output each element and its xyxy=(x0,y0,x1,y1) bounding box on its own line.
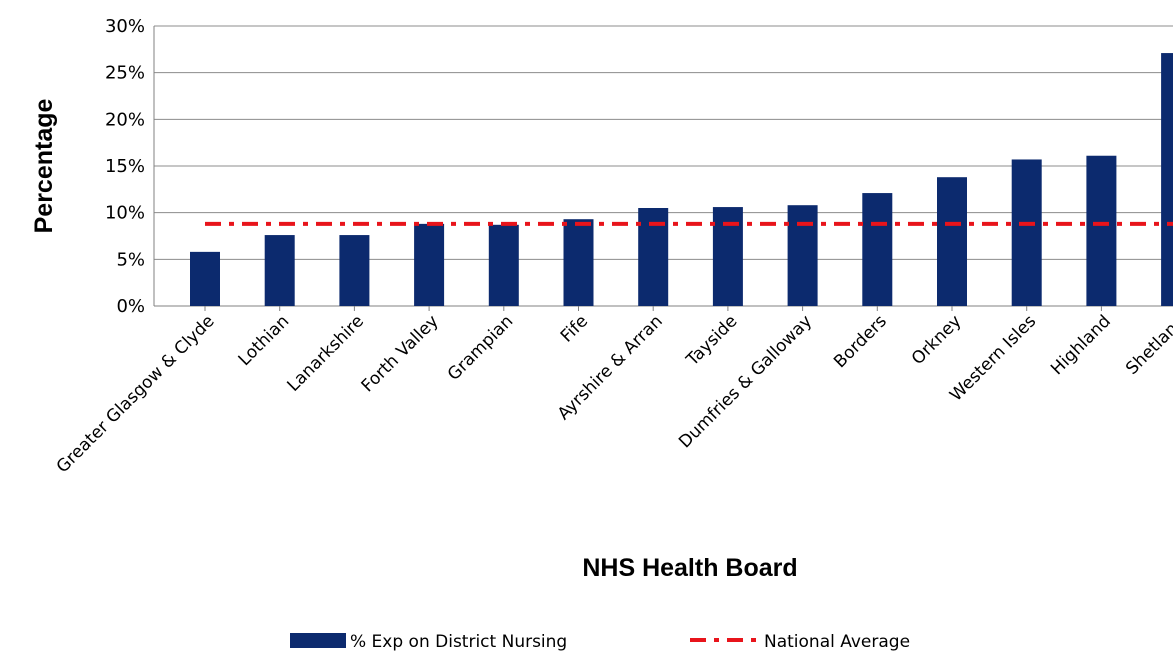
bar xyxy=(1086,155,1117,306)
legend-swatch-district-nursing xyxy=(290,633,346,648)
bar xyxy=(190,251,220,306)
legend-label-national-average: National Average xyxy=(764,632,910,652)
bar xyxy=(563,219,594,306)
x-category-label: Shetland xyxy=(1122,311,1173,378)
y-tick-label: 25% xyxy=(105,63,145,84)
x-category-label: Borders xyxy=(830,311,891,372)
x-category-label: Forth Valley xyxy=(358,311,443,396)
x-category-label: Dumfries & Galloway xyxy=(675,311,816,452)
bar xyxy=(862,193,893,306)
bar xyxy=(937,177,967,306)
y-tick-label: 30% xyxy=(105,16,145,37)
y-tick-label: 20% xyxy=(105,109,145,130)
y-axis-ticks: 0% 5% 10% 15% 20% 25% 30% xyxy=(105,16,145,317)
bar xyxy=(339,235,370,306)
x-axis-categories: Greater Glasgow & Clyde LothianLanarkshir… xyxy=(53,306,1173,477)
bar xyxy=(1161,53,1173,306)
legend: % Exp on District Nursing National Avera… xyxy=(290,632,910,652)
y-tick-label: 0% xyxy=(116,296,145,317)
bar xyxy=(414,223,445,306)
x-category-label: Greater Glasgow & Clyde xyxy=(53,311,219,477)
x-axis-title: NHS Health Board xyxy=(582,554,797,582)
bar xyxy=(264,235,295,306)
x-category-label: Lothian xyxy=(235,311,294,370)
x-category-label: Highland xyxy=(1047,311,1115,379)
y-tick-label: 10% xyxy=(105,203,145,224)
bars xyxy=(190,53,1173,306)
y-axis-title: Percentage xyxy=(30,99,58,234)
y-tick-label: 15% xyxy=(105,156,145,177)
y-tick-label: 5% xyxy=(116,249,145,270)
legend-label-district-nursing: % Exp on District Nursing xyxy=(350,632,567,652)
x-category-label: Grampian xyxy=(444,311,517,384)
x-category-label: Lanarkshire xyxy=(284,311,368,395)
x-category-label: Tayside xyxy=(682,311,741,370)
bar xyxy=(1011,159,1042,306)
bar xyxy=(488,224,519,306)
x-category-label: Orkney xyxy=(908,311,966,369)
x-category-label: Fife xyxy=(557,311,592,346)
bar xyxy=(787,205,818,306)
